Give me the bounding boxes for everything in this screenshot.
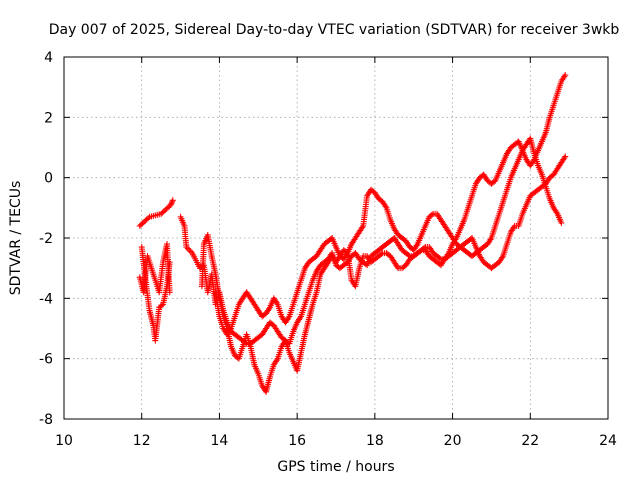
data-point [143, 216, 150, 223]
data-point [405, 252, 412, 259]
x-axis-label: GPS time / hours [277, 459, 394, 475]
y-tick-label: -2 [39, 231, 53, 247]
data-point [159, 209, 166, 216]
data-point [142, 217, 149, 224]
data-point [417, 248, 424, 255]
x-tick-label: 10 [55, 433, 73, 449]
data-points [136, 72, 569, 395]
y-tick-label: -8 [39, 412, 53, 428]
y-tick-label: -6 [39, 352, 53, 368]
data-point [139, 220, 146, 227]
data-point [163, 205, 170, 212]
x-tick-label: 14 [211, 433, 229, 449]
data-point [165, 204, 172, 211]
y-tick-label: 2 [44, 110, 53, 126]
x-tick-label: 16 [288, 433, 306, 449]
data-point [428, 211, 435, 218]
x-tick-labels: 10 12 14 16 18 20 22 24 [55, 433, 617, 449]
data-point [162, 206, 169, 213]
series-track-3 [138, 244, 173, 344]
data-point [186, 247, 193, 254]
x-tick-label: 24 [599, 433, 617, 449]
data-point [138, 221, 145, 228]
x-tick-label: 18 [366, 433, 384, 449]
data-point [169, 198, 176, 205]
y-tick-label: -4 [39, 291, 53, 307]
data-point [169, 197, 176, 204]
y-axis-label: SDTVAR / TECUs [8, 181, 24, 296]
chart-title: Day 007 of 2025, Sidereal Day-to-day VTE… [49, 22, 620, 38]
data-point [136, 222, 143, 229]
y-tick-label: 4 [44, 50, 53, 66]
axis-ticks [63, 56, 609, 420]
data-point [378, 251, 385, 258]
data-point [562, 153, 569, 160]
data-point [160, 208, 167, 215]
data-point [166, 259, 173, 266]
data-point [436, 255, 443, 262]
x-tick-label: 12 [133, 433, 151, 449]
data-point [145, 215, 152, 222]
data-point [140, 219, 147, 226]
x-tick-label: 22 [521, 433, 539, 449]
data-point [562, 72, 569, 79]
series-track-1 [136, 197, 176, 229]
grid-lines [64, 57, 608, 419]
data-point [158, 302, 165, 309]
y-tick-label: 0 [44, 171, 53, 187]
series-track-5 [198, 72, 569, 395]
x-tick-label: 20 [444, 433, 462, 449]
data-point [158, 210, 165, 217]
series-track-6 [212, 135, 565, 338]
y-tick-labels: -8 -6 -4 -2 0 2 4 [39, 50, 53, 428]
data-point [558, 219, 565, 226]
